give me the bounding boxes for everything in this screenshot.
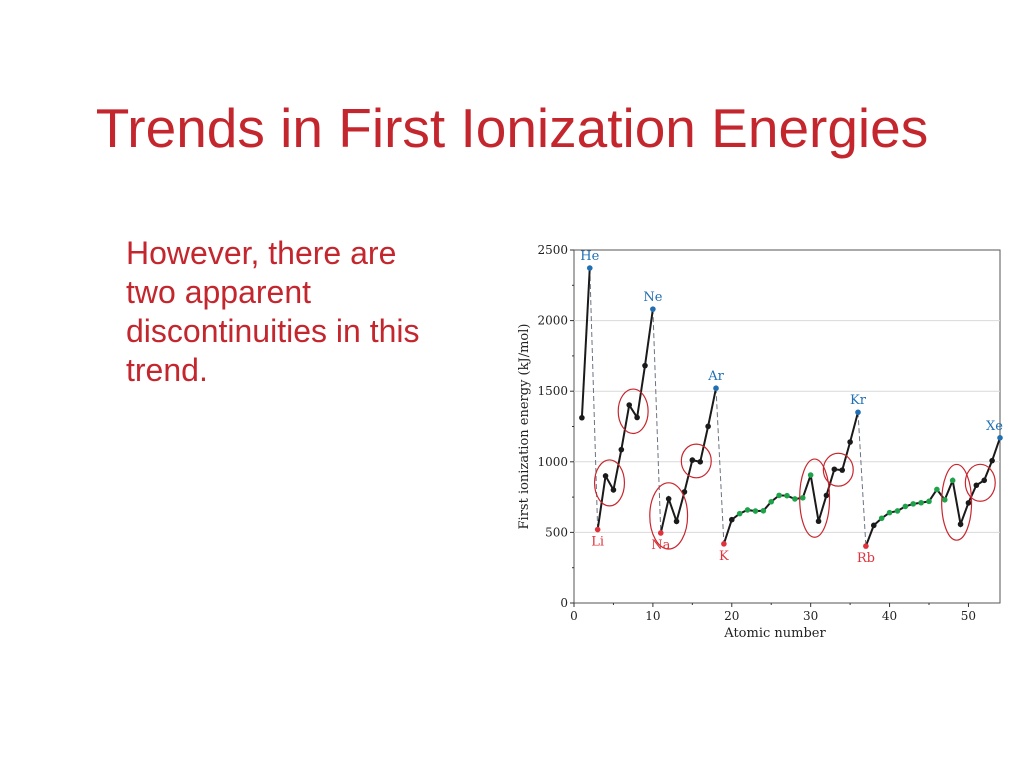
element-label-li: Li [591, 535, 604, 550]
data-point [650, 306, 656, 312]
data-point [705, 423, 711, 430]
slide-title: Trends in First Ionization Energies [95, 97, 929, 159]
data-point [634, 414, 640, 421]
x-tick-label: 40 [882, 609, 897, 623]
x-tick-label: 20 [724, 609, 739, 623]
highlight-ellipse [822, 452, 854, 487]
y-tick-label: 0 [560, 596, 568, 610]
data-point [602, 473, 609, 479]
x-tick-label: 0 [570, 609, 578, 623]
data-point [594, 526, 601, 533]
data-point [965, 500, 972, 506]
data-point [799, 495, 806, 501]
data-point [610, 487, 617, 493]
highlight-ellipse [799, 458, 831, 538]
x-axis-label: Atomic number [723, 626, 826, 641]
series-line [580, 268, 591, 418]
data-point [957, 521, 964, 528]
data-point [989, 457, 995, 464]
data-point [642, 362, 648, 369]
element-label-kr: Kr [850, 393, 867, 408]
body-text-line: discontinuities in this [126, 313, 420, 349]
y-tick-label: 1500 [537, 384, 568, 398]
data-point [823, 492, 830, 499]
highlight-ellipse [617, 388, 649, 435]
period-drop-line [589, 268, 599, 530]
element-label-ne: Ne [643, 290, 662, 305]
data-point [579, 414, 585, 421]
data-point [886, 509, 893, 516]
data-point [760, 507, 767, 514]
data-point [728, 516, 735, 523]
data-point [792, 496, 798, 502]
highlight-ellipse [649, 482, 689, 550]
element-label-rb: Rb [857, 551, 875, 566]
x-tick-label: 10 [645, 609, 660, 623]
element-label-ar: Ar [707, 369, 724, 384]
data-point [847, 439, 853, 445]
element-label-k: K [719, 549, 729, 564]
period-drop-line [715, 388, 725, 544]
data-point [831, 466, 838, 473]
data-point [870, 522, 877, 529]
y-tick-label: 500 [545, 525, 568, 539]
data-point [673, 518, 680, 525]
data-point [815, 518, 822, 525]
element-label-he: He [580, 249, 599, 264]
y-tick-label: 2000 [537, 314, 568, 328]
highlight-ellipse [593, 459, 626, 507]
period-drop-line [652, 309, 662, 533]
data-point [713, 385, 719, 392]
data-point [689, 457, 696, 463]
element-label-xe: Xe [986, 419, 1003, 434]
x-tick-label: 30 [803, 609, 818, 623]
data-point [768, 498, 775, 505]
data-point [626, 402, 633, 408]
data-point [657, 530, 664, 536]
data-point [736, 510, 743, 517]
data-point [973, 482, 980, 489]
data-point [878, 515, 885, 522]
data-point [752, 508, 759, 514]
data-point [902, 503, 909, 510]
plot-frame [573, 249, 1001, 604]
data-point [926, 498, 932, 505]
data-point [839, 467, 846, 473]
data-point [863, 543, 869, 549]
y-axis-label: First ionization energy (kJ/mol) [517, 324, 532, 530]
ionization-energy-chart: 0 500 1000 1500 2000 2500 0 10 20 30 40 50 Atomic nu… [517, 243, 1003, 641]
data-point [744, 507, 751, 513]
data-point [776, 492, 782, 499]
highlight-ellipse [964, 463, 996, 502]
element-label-na: Na [651, 538, 670, 553]
y-tick-label: 1000 [537, 455, 568, 469]
data-point [934, 486, 940, 493]
data-point [997, 434, 1003, 441]
data-point [855, 409, 861, 416]
data-point [894, 508, 901, 514]
data-point [697, 459, 704, 465]
body-text-line: However, there are [126, 235, 397, 271]
data-point [949, 477, 956, 484]
body-text-line: two apparent [126, 274, 312, 310]
data-point [910, 501, 917, 507]
highlight-ellipse [941, 463, 973, 541]
data-point [784, 492, 790, 499]
data-point [665, 495, 672, 502]
highlight-ellipse [680, 443, 712, 479]
data-point [721, 541, 727, 547]
body-text-line: trend. [126, 352, 208, 388]
x-tick-label: 50 [961, 609, 976, 623]
data-point [586, 265, 593, 271]
data-point [807, 472, 814, 478]
data-point [618, 446, 625, 453]
y-tick-label: 2500 [537, 243, 568, 257]
data-point [981, 477, 988, 484]
body-text: However, there are two apparent disconti… [126, 234, 506, 390]
data-point [918, 499, 924, 506]
data-point [941, 496, 948, 503]
period-drop-line [857, 412, 867, 547]
